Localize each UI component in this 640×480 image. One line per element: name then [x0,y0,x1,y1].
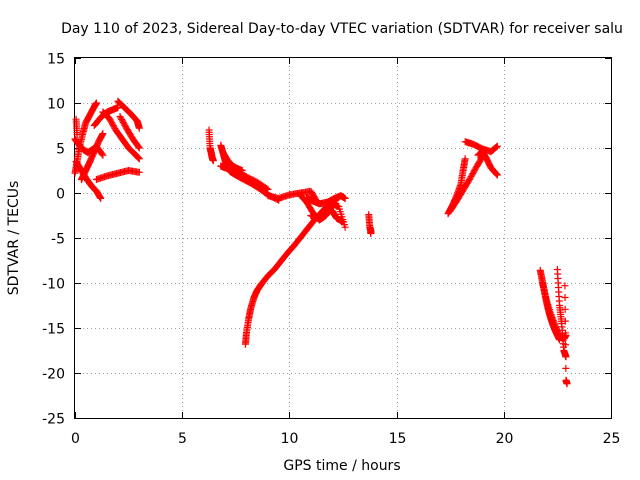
data-point-arc-h4 [562,353,570,361]
data-point-arc-h4 [561,294,569,302]
data-point-arc-a2 [99,151,107,159]
data-point-arc-a7 [135,168,143,176]
data-point-arc-a8 [135,155,143,163]
y-tick-label: -20 [42,367,65,383]
x-tick-label: 10 [281,431,299,447]
plot-frame [74,57,612,419]
x-tick-label: 15 [389,431,407,447]
data-point-arc-a6 [114,104,122,111]
data-point-arc-c3 [238,167,246,174]
data-point-arc-e2 [341,194,349,202]
data-point-arc-c2 [263,185,271,192]
data-point-arc-e4 [339,218,347,226]
y-tick-label: 5 [56,142,65,158]
data-point-arc-e3 [341,223,349,231]
data-point-arc-f1 [367,230,375,237]
data-point-arc-g3 [493,143,501,151]
data-point-arc-a10 [135,144,143,152]
data-point-arc-c2 [264,185,272,193]
y-tick-label: -25 [42,412,65,428]
y-tick-label: 0 [56,187,65,203]
y-tick-label: -5 [51,232,65,248]
data-point-arc-g1 [461,155,469,163]
data-points [71,97,571,388]
data-point-arc-h4 [561,282,569,290]
data-point-arc-a10 [135,143,143,151]
x-tick-label: 0 [71,431,80,447]
y-tick-label: -15 [42,322,65,338]
data-point-arc-a3 [97,194,105,202]
data-point-arc-h4 [562,364,570,372]
data-point-arc-h4 [563,380,571,388]
grid-lines [75,58,611,418]
x-axis-title: GPS time / hours [283,458,400,474]
data-point-arc-a5 [99,130,107,138]
data-point-arc-g4 [493,170,501,178]
data-point-arc-g3 [492,144,500,152]
x-tick-label: 25 [603,431,621,447]
data-point-arc-h4 [561,317,569,325]
data-point-arc-a1 [92,99,100,107]
data-point-arc-h4 [561,305,569,313]
data-point-arc-a2 [98,150,106,158]
x-tick-label: 5 [178,431,187,447]
chart-title: Day 110 of 2023, Sidereal Day-to-day VTE… [61,21,623,37]
data-point-arc-a9 [135,124,143,132]
data-point-arc-b1 [209,157,217,165]
data-point-arc-h4 [561,329,569,337]
y-tick-label: -10 [42,277,65,293]
y-tick-label: 10 [47,97,65,113]
y-tick-label: 15 [47,52,65,68]
y-axis-title: SDTVAR / TECUs [6,181,22,296]
data-point-arc-g4 [493,171,501,179]
x-axis: 0 5 10 15 20 25 [71,58,620,447]
data-point-arc-a4 [73,131,81,138]
x-tick-label: 20 [496,431,514,447]
data-point-arc-h4 [562,341,570,349]
data-point-arc-g3 [493,142,501,150]
y-axis: -25 -20 -15 -10 -5 0 5 10 15 [42,52,611,428]
